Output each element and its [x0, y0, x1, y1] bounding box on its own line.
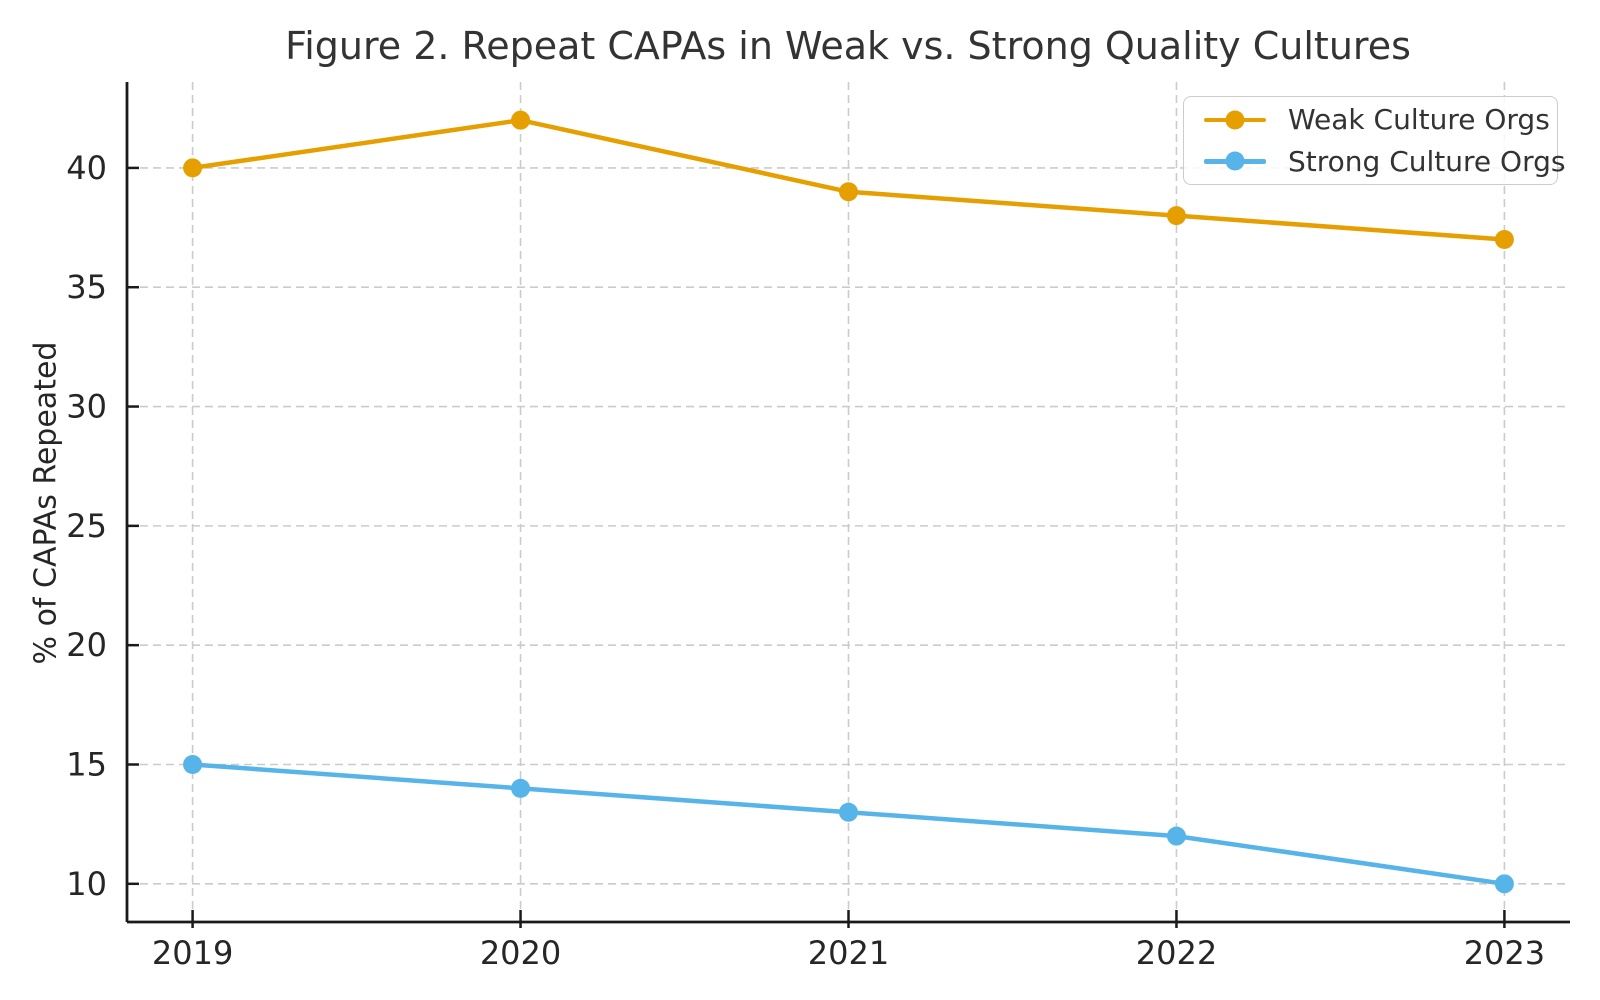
legend: Weak Culture Orgs Strong Culture Orgs: [1183, 96, 1565, 185]
y-tick-label-20: 20: [66, 626, 107, 664]
y-tick-label-15: 15: [66, 746, 107, 784]
data-point-strong-culture-orgs-2021: [839, 802, 858, 822]
data-point-weak-culture-orgs-2022: [1166, 206, 1186, 226]
data-point-strong-culture-orgs-2020: [511, 778, 531, 798]
data-point-strong-culture-orgs-2019: [183, 755, 203, 774]
legend-line-marker-icon: [1204, 151, 1266, 171]
data-point-strong-culture-orgs-2022: [1166, 826, 1186, 846]
y-tick-label-40: 40: [66, 149, 107, 187]
legend-label-weak-culture: Weak Culture Orgs: [1288, 103, 1550, 137]
legend-dot-icon: [1225, 110, 1245, 130]
data-point-weak-culture-orgs-2021: [839, 182, 858, 202]
x-tick-label-2023: 2023: [1464, 934, 1545, 972]
y-tick-label-10: 10: [66, 865, 107, 903]
y-tick-label-30: 30: [66, 388, 107, 426]
data-point-weak-culture-orgs-2019: [183, 158, 203, 178]
y-tick-label-25: 25: [66, 507, 107, 545]
chart-title: Figure 2. Repeat CAPAs in Weak vs. Stron…: [285, 24, 1411, 68]
legend-label-strong-culture: Strong Culture Orgs: [1288, 144, 1566, 178]
data-point-weak-culture-orgs-2023: [1494, 230, 1514, 249]
y-tick-label-35: 35: [66, 268, 107, 306]
x-tick-label-2020: 2020: [480, 934, 561, 972]
x-tick-label-2022: 2022: [1136, 934, 1217, 972]
data-point-strong-culture-orgs-2023: [1494, 874, 1514, 894]
legend-line-marker-icon: [1204, 110, 1266, 130]
x-tick-label-2019: 2019: [152, 934, 233, 972]
legend-dot-icon: [1225, 151, 1245, 171]
x-tick-label-2021: 2021: [808, 934, 889, 972]
legend-item-weak-culture: Weak Culture Orgs: [1204, 103, 1550, 137]
data-point-weak-culture-orgs-2020: [511, 110, 531, 130]
legend-item-strong-culture: Strong Culture Orgs: [1204, 145, 1565, 179]
